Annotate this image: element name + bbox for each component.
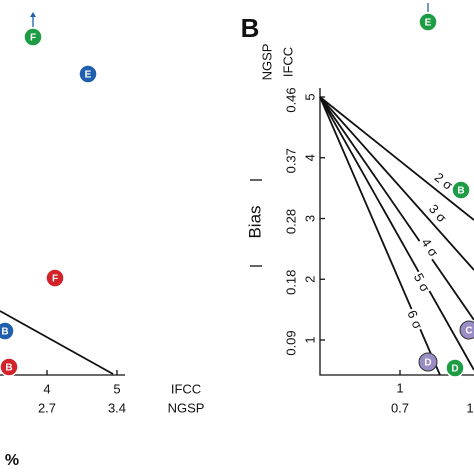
- y-tick-label: 1: [302, 336, 317, 343]
- point: [418, 352, 438, 372]
- x-tick-label: 1: [396, 380, 403, 395]
- y-tick-label: 5: [302, 93, 317, 100]
- left-panel: 4 2.7 5 3.4 IFCC NGSP % F E F B B: [0, 12, 204, 469]
- point-label: E: [85, 70, 92, 81]
- bias-label: Bias: [245, 205, 264, 238]
- x-tick-label: 3.4: [108, 400, 126, 415]
- point-label: D: [424, 358, 431, 369]
- y-tick-label: 2: [302, 276, 317, 283]
- point: [23, 27, 43, 47]
- point: [451, 180, 471, 200]
- label-bg: [429, 168, 457, 196]
- sigma-line: [0, 310, 114, 375]
- sigma-line: [319, 96, 474, 371]
- sigma-label: 4 σ: [418, 235, 441, 259]
- arrow-head: [30, 12, 36, 17]
- point-label: B: [5, 363, 12, 374]
- point: [418, 12, 438, 32]
- y-tick-label: 0.46: [283, 87, 298, 112]
- label-bg: [402, 306, 426, 334]
- x-tick-label: 0.7: [391, 400, 409, 415]
- y-tick-label: 0.09: [283, 330, 298, 355]
- x-tick-label: 1: [466, 400, 473, 415]
- sigma-line: [319, 96, 474, 221]
- panel-label: B: [241, 13, 260, 43]
- sigma-line: [319, 96, 474, 271]
- point: [445, 358, 465, 378]
- y-tick-label: 0.28: [283, 209, 298, 234]
- x-tick-label: 2.7: [38, 400, 56, 415]
- x-tick-label: 5: [113, 381, 120, 396]
- label-bg: [423, 200, 451, 228]
- point: [0, 321, 15, 341]
- right-panel: B E NGSP IFCC 50.4640.3730.2820.1810.09 …: [241, 3, 474, 415]
- point: [45, 268, 65, 288]
- point-label: B: [1, 327, 8, 338]
- sigma-label: 3 σ: [426, 201, 450, 225]
- point-label: D: [451, 364, 458, 375]
- y-axis-title: NGSP: [259, 44, 274, 81]
- y-tick-label: 4: [302, 154, 317, 161]
- y-tick-label: 0.37: [283, 148, 298, 173]
- axis-label: NGSP: [168, 400, 205, 415]
- x-tick-label: 4: [43, 381, 50, 396]
- label-bg: [416, 234, 442, 262]
- point-label: C: [465, 326, 472, 337]
- axis-label: IFCC: [171, 381, 201, 396]
- sigma-line: [319, 96, 474, 321]
- point-label: E: [425, 18, 432, 29]
- y-axis-title: IFCC: [280, 47, 295, 77]
- point-label: F: [30, 33, 36, 44]
- sigma-label: 6 σ: [404, 308, 425, 331]
- y-tick-label: 0.18: [283, 270, 298, 295]
- axes: [319, 88, 474, 376]
- y-ticks: 5 0.46 4 0.37 3 0.28 2 0.18 1 0.09: [283, 87, 325, 356]
- y-tick-label: 3: [302, 215, 317, 222]
- point: [0, 357, 19, 377]
- point-label: B: [457, 186, 464, 197]
- label-bg: [408, 269, 434, 297]
- point: [78, 64, 98, 84]
- unit-label: %: [5, 452, 19, 469]
- point-label: F: [52, 274, 58, 285]
- sigma-line: [319, 96, 441, 376]
- point: [459, 320, 474, 340]
